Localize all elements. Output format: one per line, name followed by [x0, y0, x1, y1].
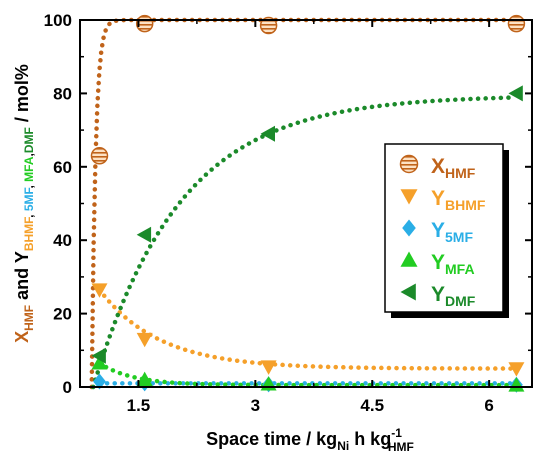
legend-entry-ydmf: YDMF — [431, 283, 476, 309]
legend-entry-ymfa: YMFA — [431, 251, 475, 277]
ybhmf-point — [260, 360, 277, 375]
ydmf-point — [91, 347, 106, 364]
y-tick-label: 100 — [44, 11, 72, 30]
x-axis-label: Space time / kgNi h kg-1 HMF — [206, 426, 414, 454]
ydmf-fit-curve — [91, 95, 515, 390]
ymfa-fit-curve — [97, 360, 515, 388]
y5mf-point — [93, 373, 106, 390]
legend: XHMF YBHMF Y5MF YMFA YDMF — [384, 143, 509, 318]
ydmf-point — [508, 85, 523, 102]
ybhmf-point — [508, 362, 525, 377]
legend-entry-xhmf: XHMF — [431, 155, 476, 181]
y-tick-label: 40 — [53, 231, 72, 250]
xhmf-point — [90, 147, 109, 165]
legend-marker-xhmf — [399, 154, 419, 174]
x-tick-label: 1.5 — [127, 396, 151, 415]
legend-entry-ybhmf: YBHMF — [431, 187, 486, 213]
y-tick-label: 80 — [53, 84, 72, 103]
legend-marker-ydmf — [400, 283, 416, 301]
xhmf-point — [507, 14, 526, 33]
legend-marker-ymfa — [400, 251, 418, 267]
ybhmf-point — [136, 332, 153, 348]
legend-marker-ybhmf — [400, 189, 418, 205]
axis-ticks: 0 20 40 60 80 100 1.5 3 4.5 6 — [44, 11, 532, 415]
ybhmf-fit-curve — [97, 287, 515, 371]
x-tick-label: 4.5 — [360, 396, 384, 415]
ymfa-point — [91, 355, 108, 370]
x-tick-label: 3 — [251, 396, 260, 415]
y-tick-label: 0 — [63, 378, 72, 397]
legend-marker-y5mf — [402, 219, 416, 237]
y-axis-label: XHMF and YBHMF, 5MF, MFA,DMF / mol% — [12, 64, 36, 343]
x-tick-label: 6 — [484, 396, 493, 415]
ymfa-point — [136, 371, 153, 387]
xhmf-point — [259, 16, 278, 35]
y-tick-label: 20 — [53, 305, 72, 324]
ydmf-point — [260, 125, 275, 142]
ydmf-point — [136, 226, 152, 243]
y-tick-label: 60 — [53, 158, 72, 177]
legend-entry-y5mf: Y5MF — [431, 219, 473, 245]
ybhmf-point — [91, 283, 108, 298]
